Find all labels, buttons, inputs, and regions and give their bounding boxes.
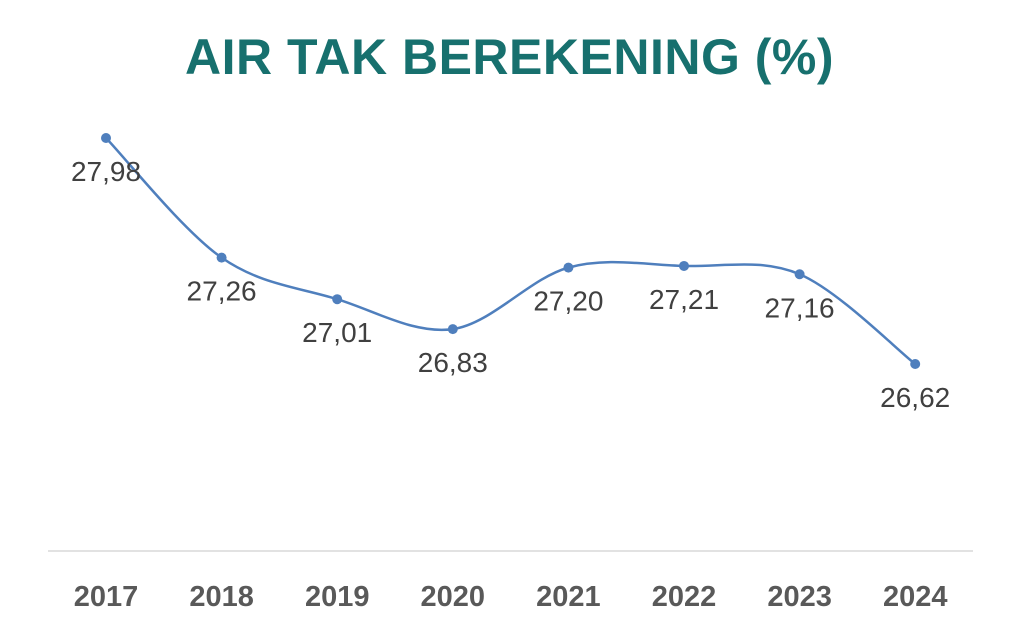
x-tick-label-2023: 2023 — [767, 581, 832, 613]
data-label-2024: 26,62 — [880, 382, 950, 413]
data-point-2021 — [563, 262, 574, 273]
x-tick-label-2024: 2024 — [883, 581, 948, 613]
data-label-2019: 27,01 — [302, 317, 372, 348]
data-point-2024 — [910, 359, 921, 369]
x-tick-label-2019: 2019 — [305, 581, 370, 613]
x-tick-label-2018: 2018 — [189, 581, 254, 613]
data-point-2020 — [447, 324, 458, 335]
data-label-2017: 27,98 — [71, 156, 141, 187]
data-label-2022: 27,21 — [649, 284, 719, 315]
x-tick-label-2017: 2017 — [74, 581, 139, 613]
data-label-2020: 26,83 — [418, 347, 488, 378]
series-line — [105, 137, 916, 365]
data-label-2023: 27,16 — [765, 292, 835, 323]
data-point-2023 — [794, 269, 805, 280]
data-label-2021: 27,20 — [533, 286, 603, 317]
data-label-2018: 27,26 — [187, 276, 257, 307]
x-tick-label-2021: 2021 — [536, 581, 601, 613]
chart-title: AIR TAK BEREKENING (%) — [185, 29, 834, 85]
x-tick-label-2022: 2022 — [652, 581, 717, 613]
data-point-2022 — [679, 260, 689, 271]
data-point-2017 — [101, 133, 111, 143]
x-tick-label-2020: 2020 — [421, 581, 486, 613]
data-point-2019 — [332, 294, 343, 305]
data-point-2018 — [216, 252, 227, 263]
